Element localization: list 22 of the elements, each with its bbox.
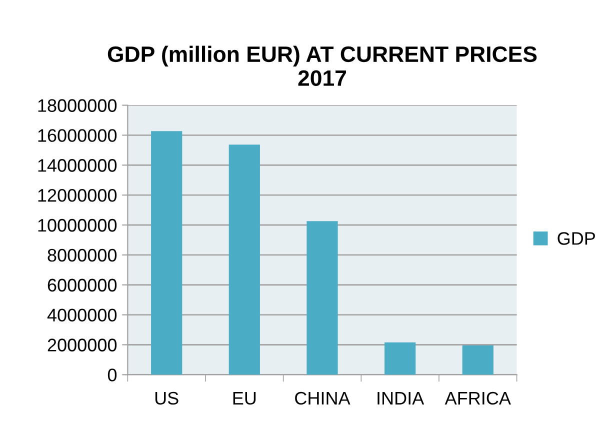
x-tick-label: AFRICA [444, 392, 511, 405]
x-tick-label: EU [233, 392, 256, 405]
x-tick-label: INDIA [378, 392, 424, 404]
x-tick-label: US [155, 392, 178, 405]
y-tick-label: 12000000 [38, 189, 117, 202]
bar [151, 131, 182, 375]
y-tick-label: 16000000 [38, 129, 117, 142]
bar [306, 221, 338, 375]
y-tick-label: 10000000 [38, 218, 117, 232]
x-tick-label: CHINA [295, 392, 350, 405]
y-tick-label: 8000000 [48, 248, 117, 262]
y-tick-label: 4000000 [47, 308, 117, 322]
y-tick-label: 6000000 [48, 278, 117, 292]
bar [462, 345, 494, 375]
bar [384, 342, 416, 375]
y-tick-label: 18000000 [38, 99, 117, 112]
bar [228, 144, 260, 375]
y-tick-label: 0 [108, 368, 117, 382]
y-tick-label: 2000000 [48, 338, 117, 352]
chart-title: GDP (million EUR) AT CURRENT PRICES 2017 [108, 46, 537, 86]
legend-label: GDP [558, 232, 595, 245]
y-tick-label: 14000000 [38, 159, 117, 172]
